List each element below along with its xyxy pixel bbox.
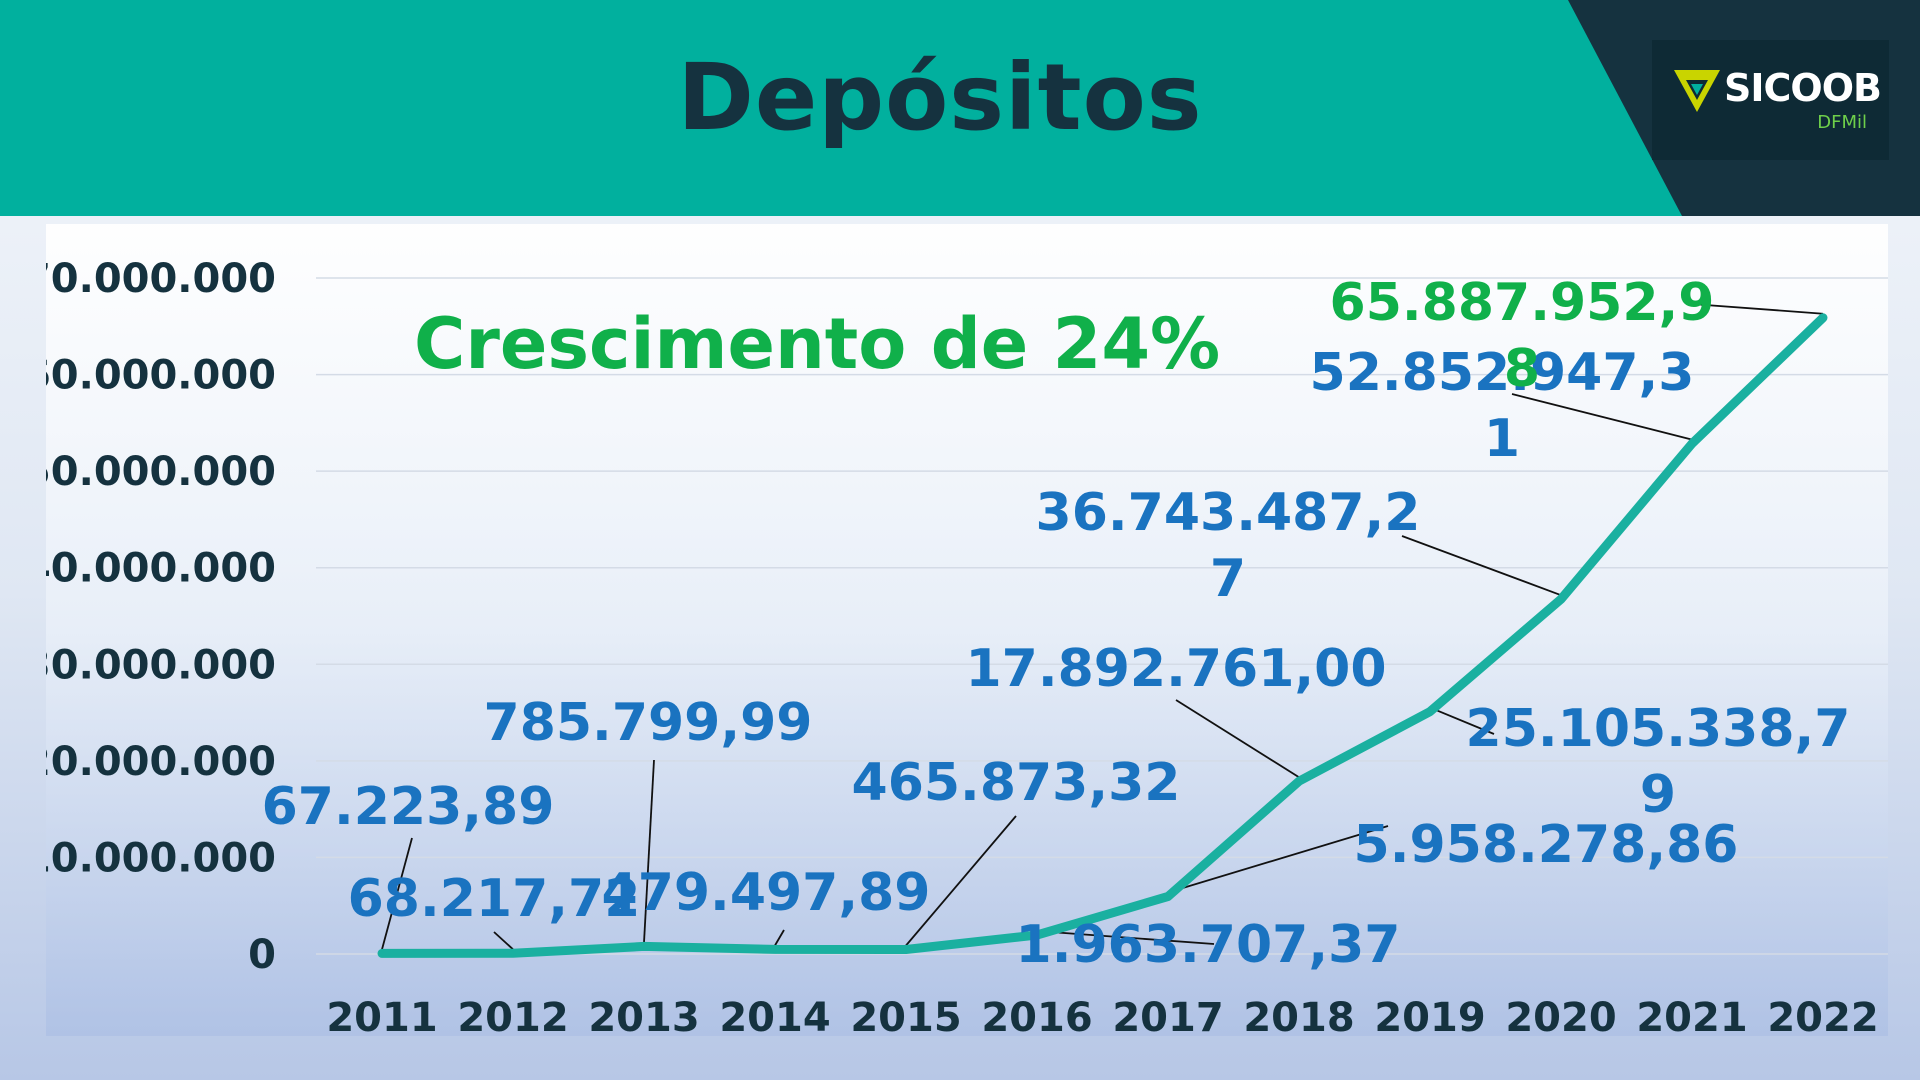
- x-tick-label: 2021: [1636, 995, 1747, 1036]
- leader-line: [905, 815, 1017, 947]
- x-tick-label: 2019: [1374, 995, 1485, 1036]
- y-tick-label: 30.000.000: [46, 642, 276, 688]
- leader-line: [643, 759, 655, 943]
- x-tick-label: 2016: [981, 995, 1092, 1036]
- logo-subtext: DFMil: [1817, 112, 1867, 133]
- data-label: 67.223,89: [262, 777, 555, 837]
- gridlines: [316, 277, 1888, 955]
- x-tick-label: 2011: [326, 995, 437, 1036]
- data-label: 465.873,32: [852, 753, 1181, 813]
- chart-panel: 0 10.000.000 20.000.000 30.000.000 40.000.00…: [46, 224, 1888, 1036]
- leader-line: [1691, 303, 1824, 315]
- x-axis-ticks: 2011 2012 2013 2014 2015 2016 2017 2018 2019 2020…: [326, 995, 1878, 1036]
- x-tick-label: 2014: [719, 995, 830, 1036]
- data-labels: 67.223,89 68.217,72 785.799,99 479.497,89 46…: [262, 273, 1851, 975]
- sicoob-logo: SICOOB DFMil: [1652, 40, 1889, 160]
- data-label: 36.743.487,2 7: [1036, 483, 1421, 609]
- x-tick-label: 2015: [850, 995, 961, 1036]
- sicoob-logo-icon: [1674, 70, 1720, 112]
- y-tick-label: 10.000.000: [46, 835, 276, 881]
- data-label: 52.852.947,3 1: [1310, 343, 1695, 469]
- data-label: 25.105.338,7 9: [1466, 699, 1851, 825]
- x-tick-label: 2022: [1767, 995, 1878, 1036]
- y-tick-label: 70.000.000: [46, 256, 276, 302]
- y-tick-label: 40.000.000: [46, 546, 276, 592]
- x-tick-label: 2020: [1505, 995, 1616, 1036]
- data-label: 5.958.278,86: [1354, 815, 1739, 875]
- leader-lines: [381, 303, 1824, 951]
- leader-line: [1511, 393, 1693, 441]
- data-label: 785.799,99: [484, 693, 813, 753]
- y-axis-ticks: 0 10.000.000 20.000.000 30.000.000 40.000.00…: [46, 256, 276, 978]
- growth-annotation: Crescimento de 24%: [414, 303, 1220, 385]
- y-tick-label: 50.000.000: [46, 449, 276, 495]
- leader-line: [381, 837, 413, 950]
- deposits-line-chart: 0 10.000.000 20.000.000 30.000.000 40.000.00…: [46, 256, 1888, 1036]
- page-title: Depósitos: [677, 44, 1203, 151]
- series-line: [377, 313, 1828, 958]
- x-tick-label: 2017: [1112, 995, 1223, 1036]
- leader-line: [1401, 535, 1562, 597]
- y-tick-label: 0: [248, 932, 276, 978]
- data-label: 65.887.952,9 8: [1330, 273, 1715, 399]
- leader-line: [1429, 706, 1495, 735]
- logo-text: SICOOB: [1724, 66, 1882, 110]
- x-tick-label: 2018: [1243, 995, 1354, 1036]
- x-tick-label: 2012: [457, 995, 568, 1036]
- leader-line: [1036, 930, 1215, 945]
- y-tick-label: 20.000.000: [46, 739, 276, 785]
- leader-line: [774, 929, 785, 946]
- x-tick-label: 2013: [588, 995, 699, 1036]
- data-label: 17.892.761,00: [965, 639, 1386, 699]
- leader-line: [1167, 825, 1389, 894]
- leader-line: [1175, 699, 1300, 778]
- leader-line: [493, 931, 514, 951]
- y-tick-label: 60.000.000: [46, 353, 276, 399]
- data-label: 68.217,72: [348, 869, 641, 929]
- data-label: 1.963.707,37: [1016, 915, 1401, 975]
- data-label: 479.497,89: [602, 863, 931, 923]
